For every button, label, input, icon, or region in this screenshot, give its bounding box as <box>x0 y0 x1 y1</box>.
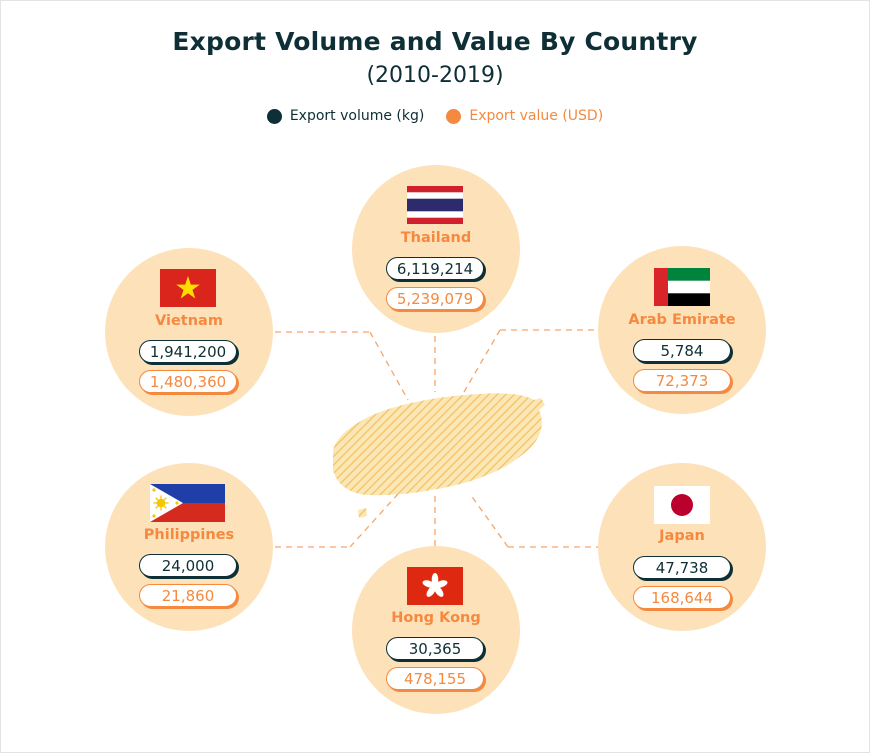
value-pill-arab-emirate: 72,373 <box>633 369 731 392</box>
volume-pill-philippines: 24,000 <box>139 554 237 577</box>
legend-volume-swatch <box>266 108 282 124</box>
chart-title: Export Volume and Value By Country <box>172 27 698 56</box>
volume-pill-thailand: 6,119,214 <box>386 257 484 280</box>
country-name-arab-emirate: Arab Emirate <box>628 312 736 328</box>
value-pill-vietnam: 1,480,360 <box>139 370 237 393</box>
value-pill-japan: 168,644 <box>633 586 731 609</box>
uae-flag-icon <box>654 268 710 306</box>
legend: Export volume (kg) Export value (USD) <box>0 105 870 127</box>
legend-volume-label: Export volume (kg) <box>289 108 425 124</box>
hong-kong-flag-icon <box>407 567 463 605</box>
dashed-connectors <box>275 329 598 556</box>
legend-value-label: Export value (USD) <box>469 108 604 124</box>
thailand-flag-icon <box>407 186 463 224</box>
legend-item-value: Export value (USD) <box>446 108 603 124</box>
legend-item-volume: Export volume (kg) <box>266 108 425 124</box>
legend-value-swatch <box>446 108 462 124</box>
philippines-flag-icon <box>150 484 225 522</box>
volume-pill-vietnam: 1,941,200 <box>139 340 237 363</box>
country-name-philippines: Philippines <box>143 527 235 543</box>
island-shape <box>333 393 545 518</box>
volume-pill-hong-kong: 30,365 <box>386 637 484 660</box>
value-pill-philippines: 21,860 <box>139 584 237 607</box>
value-pill-hong-kong: 478,155 <box>386 667 484 690</box>
country-name-thailand: Thailand <box>400 230 472 246</box>
volume-pill-arab-emirate: 5,784 <box>633 339 731 362</box>
country-name-japan: Japan <box>659 528 705 544</box>
volume-pill-japan: 47,738 <box>633 556 731 579</box>
vietnam-flag-icon <box>160 269 216 307</box>
value-pill-thailand: 5,239,079 <box>386 287 484 310</box>
japan-flag-icon <box>654 486 710 524</box>
country-name-vietnam: Vietnam <box>155 313 223 329</box>
country-name-hong-kong: Hong Kong <box>391 610 481 626</box>
chart-subtitle: (2010-2019) <box>366 63 504 88</box>
